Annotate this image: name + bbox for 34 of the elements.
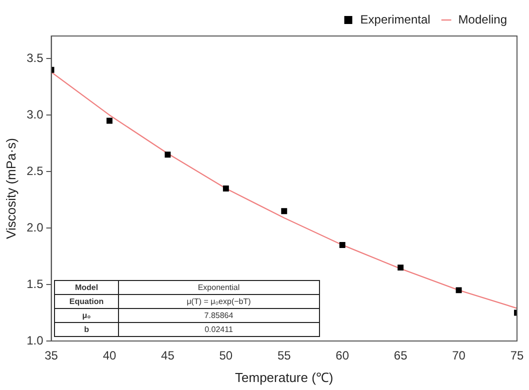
point	[339, 242, 346, 248]
y-tick-label: 2.5	[26, 164, 44, 178]
x-tick-label: 75	[510, 348, 524, 363]
point	[456, 287, 462, 294]
x-tick-label: 65	[394, 348, 408, 363]
x-tick-label: 55	[277, 348, 292, 363]
y-tick-label: 1.5	[26, 276, 44, 291]
annotation: Model	[54, 280, 118, 294]
x-tick-label: 50	[219, 348, 233, 363]
x-tick-label: 35	[44, 348, 58, 363]
legend-label: Experimental	[360, 12, 430, 26]
annotation: Exponential	[118, 280, 320, 294]
y-tick-label: 3.0	[26, 107, 44, 122]
annotation: μ₀	[54, 308, 118, 322]
y-tick-label: 3.5	[26, 50, 44, 65]
point	[222, 186, 229, 192]
annotation: 0.02411	[118, 322, 320, 336]
y-tick-label: 2.0	[26, 220, 44, 234]
point	[281, 208, 288, 214]
annotation: Equation	[54, 294, 118, 308]
x-tick-label: 40	[102, 348, 116, 363]
x-axis-title: Temperature (℃)	[235, 370, 334, 385]
x-tick-label: 60	[336, 348, 350, 363]
annotation: 7.85864	[118, 308, 320, 322]
legend-label: Modeling	[458, 12, 508, 26]
point	[164, 152, 171, 158]
y-axis-title: Viscosity (mPa·s)	[3, 138, 18, 239]
annotation: b	[54, 322, 118, 336]
point	[106, 118, 112, 124]
x-tick-label: 45	[161, 348, 175, 363]
y-tick-label: 1.0	[26, 333, 44, 348]
point	[398, 264, 404, 271]
annotation: μ(T) = μ₀exp(−bT)	[118, 294, 320, 308]
x-tick-label: 70	[452, 348, 466, 363]
